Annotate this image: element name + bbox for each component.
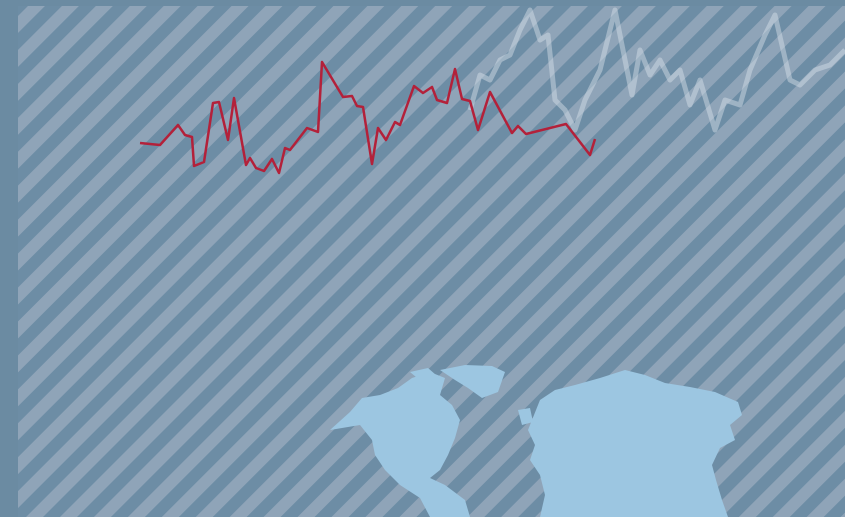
north-america [330,372,470,517]
world-map [330,365,742,517]
faint-line [467,7,845,133]
greenland [440,365,505,398]
red-line [139,60,597,175]
eurasia [528,370,742,517]
islands [410,368,533,425]
